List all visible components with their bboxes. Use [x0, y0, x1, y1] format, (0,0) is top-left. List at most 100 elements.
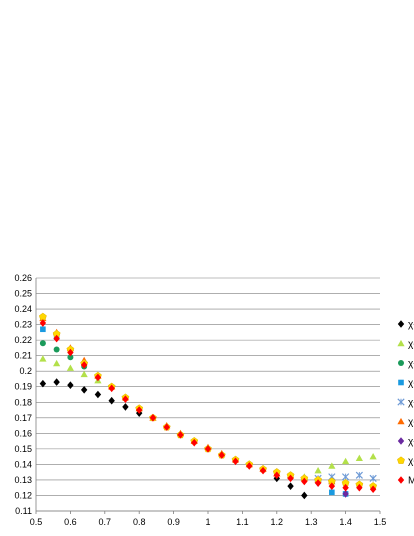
legend-marker [397, 320, 405, 328]
data-point [53, 378, 60, 386]
x-tick-label: 1.2 [271, 517, 284, 527]
series-3 [40, 326, 349, 497]
data-point [39, 340, 46, 347]
data-point [356, 483, 363, 492]
legend-label: χ- [408, 359, 414, 370]
data-point [329, 489, 335, 496]
y-tick-label: 0.14 [14, 459, 32, 469]
data-point [287, 482, 294, 490]
x-tick-label: 1.4 [339, 517, 352, 527]
data-point [67, 381, 74, 389]
data-point [53, 334, 60, 343]
data-point [108, 396, 115, 405]
y-tick-label: 0.17 [14, 413, 32, 423]
data-point [39, 379, 47, 388]
data-point [67, 348, 74, 357]
y-tick-label: 0.12 [14, 490, 32, 500]
data-point [66, 364, 74, 371]
chart-axes [35, 278, 381, 514]
x-tick-label: 1 [205, 517, 210, 527]
y-tick-label: 0.19 [14, 382, 32, 392]
data-point [80, 386, 88, 394]
legend-label: χ- [408, 437, 414, 448]
x-tick-label: 0.6 [64, 517, 77, 527]
x-tick-label: 1.3 [305, 517, 318, 527]
data-point [108, 384, 115, 393]
x-tick-label: 0.9 [167, 517, 180, 527]
y-tick-label: 0.24 [14, 304, 32, 314]
series-1 [39, 355, 377, 480]
legend-label: χ- [408, 320, 414, 331]
data-point [328, 462, 336, 469]
data-point [314, 479, 322, 487]
y-tick-label: 0.21 [14, 351, 32, 361]
data-point [67, 354, 74, 361]
data-point [314, 467, 322, 474]
data-point [369, 474, 377, 483]
x-tick-label: 0.8 [133, 517, 146, 527]
legend-label: χ- [408, 417, 414, 428]
legend-label: χ- [408, 378, 414, 389]
y-tick-label: 0.18 [14, 397, 32, 407]
data-point [80, 370, 88, 378]
data-point [191, 438, 198, 447]
legend-marker [398, 379, 404, 386]
legend-label: χ- [408, 456, 414, 467]
series-2 [39, 340, 88, 370]
legend-marker [397, 456, 405, 464]
data-point [39, 319, 47, 327]
y-tick-label: 0.16 [14, 428, 32, 438]
data-point [342, 490, 349, 498]
data-point [273, 471, 280, 480]
data-point [204, 445, 212, 453]
data-point [38, 312, 47, 321]
x-tick-label: 0.7 [99, 517, 112, 527]
data-point [39, 355, 47, 362]
data-point [80, 361, 88, 369]
legend-label: χ- [408, 398, 414, 409]
chart-gridlines [36, 277, 380, 512]
x-tick-label: 1.1 [236, 517, 249, 527]
data-point [328, 482, 336, 490]
data-point [369, 453, 377, 460]
data-point [287, 474, 294, 483]
data-point [246, 462, 253, 470]
y-tick-label: 0.13 [14, 475, 32, 485]
data-point [301, 491, 308, 500]
legend-marker [397, 398, 405, 406]
legend-marker [397, 339, 405, 347]
x-tick-label: 1.5 [374, 517, 387, 527]
x-tick-label: 0.5 [30, 517, 43, 527]
legend-marker [397, 476, 405, 484]
data-point [149, 414, 157, 422]
series-8 [39, 319, 377, 494]
data-point [342, 483, 349, 492]
y-tick-label: 0.25 [14, 289, 32, 299]
data-point [342, 457, 350, 465]
chart-tick-labels: 0.11 0.12 0.13 0.14 0.15 0.16 0.17 0.18 0.19 0.2 0… [14, 273, 386, 527]
y-tick-label: 0.23 [14, 320, 32, 330]
data-point [163, 423, 170, 431]
series-0 [39, 378, 308, 500]
data-point [369, 485, 377, 494]
data-point [136, 406, 143, 414]
data-point [122, 403, 129, 411]
data-point [355, 454, 363, 461]
data-point [177, 431, 184, 439]
data-point [218, 451, 225, 459]
legend-marker [397, 417, 405, 425]
data-point [53, 346, 60, 353]
data-point [259, 466, 267, 475]
data-point [94, 390, 102, 399]
data-point [94, 373, 102, 382]
data-point [355, 471, 363, 479]
y-tick-label: 0.15 [14, 444, 32, 454]
data-point [301, 477, 308, 486]
data-point [122, 395, 129, 403]
y-tick-label: 0.11 [15, 506, 32, 516]
legend-marker [397, 437, 405, 445]
y-tick-label: 0.26 [14, 273, 32, 283]
data-point [40, 326, 46, 333]
chart-points [38, 312, 378, 500]
